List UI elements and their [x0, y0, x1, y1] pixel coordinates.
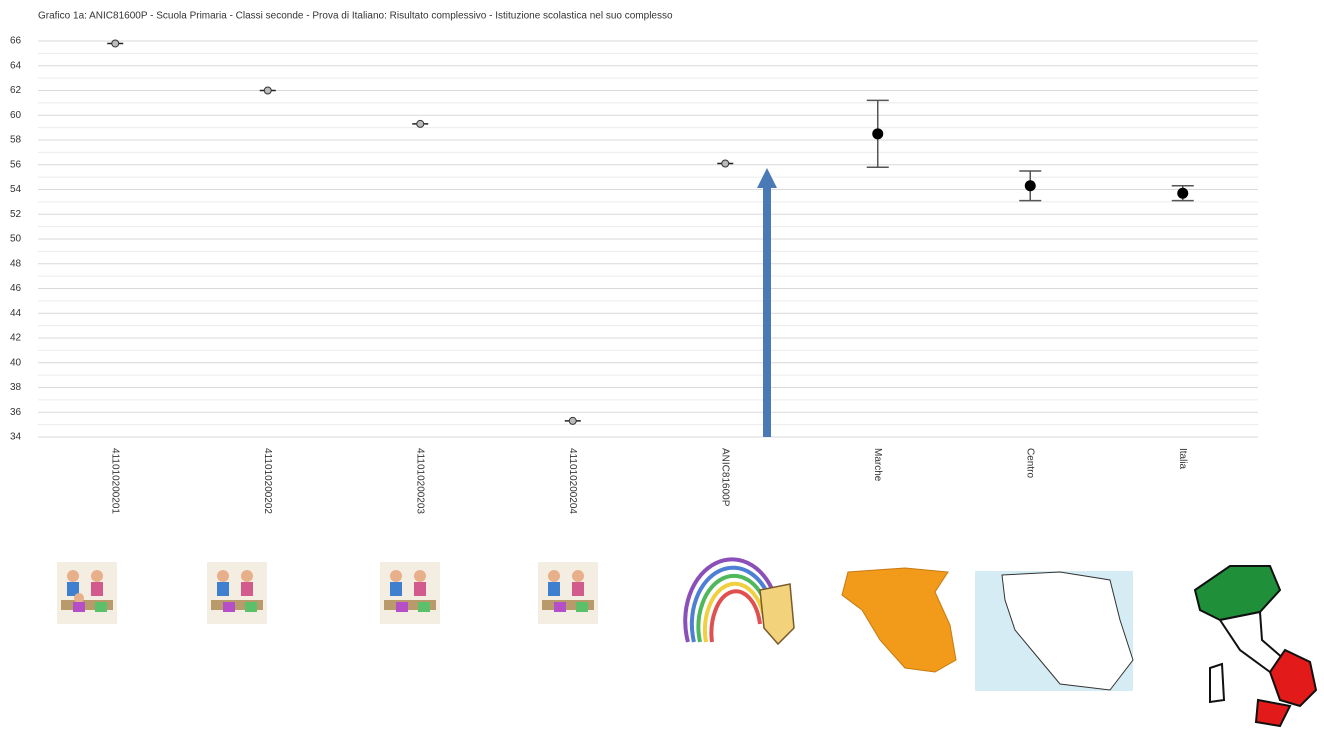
y-tick-label: 50 [10, 234, 22, 245]
y-tick-label: 42 [10, 333, 22, 344]
point [263, 86, 272, 95]
y-tick-label: 46 [10, 283, 22, 294]
y-tick-label: 48 [10, 258, 22, 269]
x-tick-label: ANIC81600P [720, 448, 731, 507]
point [1177, 187, 1189, 199]
rainbow-icon [683, 557, 795, 646]
y-tick-label: 60 [10, 110, 22, 121]
y-tick-label: 66 [10, 36, 22, 47]
x-tick-label: Marche [872, 448, 883, 482]
x-tick-label: 411010200201 [110, 448, 121, 514]
point [568, 416, 577, 425]
y-tick-label: 36 [10, 407, 22, 418]
point [721, 159, 730, 168]
x-tick-label: 411010200204 [567, 448, 578, 514]
y-tick-label: 56 [10, 159, 22, 170]
y-tick-label: 62 [10, 85, 22, 96]
y-tick-label: 64 [10, 60, 22, 71]
plot-area: 34 36 38 40 42 44 46 48 50 52 54 56 58 60 62 64 66 411010… [10, 36, 1258, 514]
y-tick-label: 44 [10, 308, 22, 319]
arrow [757, 168, 777, 437]
y-tick-label: 38 [10, 382, 22, 393]
y-tick-label: 52 [10, 209, 22, 220]
y-tick-label: 58 [10, 135, 22, 146]
italy-map [1193, 565, 1318, 728]
classroom-icons [57, 562, 598, 624]
marche-map [841, 567, 957, 673]
point [872, 128, 884, 140]
point [111, 39, 120, 48]
point [416, 119, 425, 128]
y-tick-label: 34 [10, 432, 22, 443]
x-tick-label: 411010200203 [415, 448, 426, 514]
y-tick-label: 54 [10, 184, 22, 195]
point [1024, 180, 1036, 192]
x-tick-label: Italia [1177, 448, 1188, 470]
centro-map [975, 571, 1134, 691]
x-tick-label: Centro [1025, 448, 1036, 478]
y-tick-label: 40 [10, 357, 22, 368]
x-tick-label: 411010200202 [262, 448, 273, 514]
chart-title: Grafico 1a: ANIC81600P - Scuola Primaria… [38, 11, 673, 22]
